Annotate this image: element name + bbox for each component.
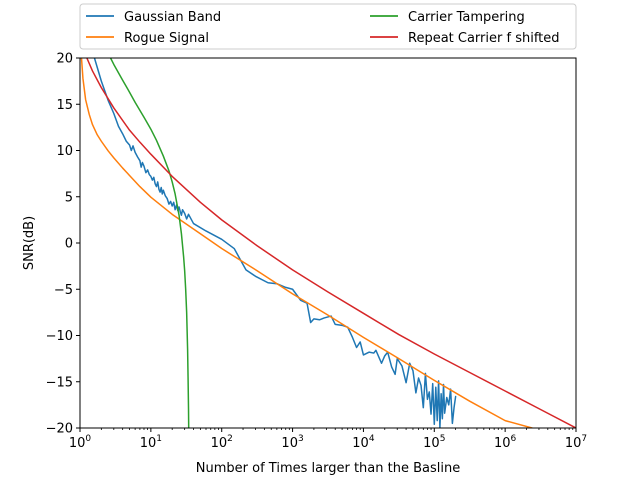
x-tick-base: 10 [140,436,157,451]
y-tick-label: −10 [46,329,73,344]
x-tick-label: 103 [281,434,303,451]
legend-label: Carrier Tampering [408,10,525,25]
x-axis: 100 101 102 103 104 105 106 107 [69,428,587,451]
y-tick-label: −15 [46,375,73,390]
x-tick-base: 10 [281,436,298,451]
x-tick-label: 104 [352,434,375,451]
legend-frame [79,3,577,50]
x-tick-label: 102 [211,434,233,451]
y-tick-label: 20 [56,52,73,67]
series-line-2 [80,58,533,428]
legend-label: Rogue Signal [124,31,209,46]
x-tick-exponent: 1 [156,434,162,444]
y-tick-label: −5 [54,283,73,298]
x-tick-exponent: 5 [440,434,446,444]
x-tick-label: 105 [423,434,445,451]
y-axis-title: SNR(dB) [22,216,37,270]
plot-background [80,58,576,428]
y-tick-label: 10 [56,144,73,159]
x-tick-exponent: 0 [85,434,91,444]
series-layer [80,58,576,428]
y-tick-label: 15 [56,98,73,113]
x-tick-base: 10 [565,436,582,451]
x-axis-title: Number of Times larger than the Basline [196,461,460,476]
legend: Gaussian Band Rogue Signal Carrier Tamperi… [79,3,577,50]
x-tick-exponent: 3 [298,434,304,444]
x-tick-exponent: 6 [511,434,517,444]
x-tick-base: 10 [494,436,511,451]
x-tick-exponent: 7 [581,434,587,444]
x-tick-base: 10 [352,436,369,451]
series-line-4 [86,58,576,428]
x-tick-base: 10 [69,436,86,451]
y-tick-label: −20 [46,422,73,437]
x-tick-exponent: 2 [227,434,233,444]
series-line-3 [109,58,190,428]
legend-label: Gaussian Band [124,10,221,25]
x-tick-exponent: 4 [369,434,375,444]
x-tick-label: 107 [565,434,587,451]
x-tick-label: 101 [140,434,162,451]
x-tick-base: 10 [211,436,228,451]
x-tick-label: 106 [494,434,517,451]
y-tick-label: 5 [65,190,73,205]
y-tick-label: 0 [65,237,73,252]
x-tick-label: 100 [69,434,92,451]
x-tick-base: 10 [423,436,440,451]
legend-label: Repeat Carrier f shifted [408,31,560,46]
y-axis: 20 15 10 5 0 −5 −10 −15 −20 [46,52,80,437]
